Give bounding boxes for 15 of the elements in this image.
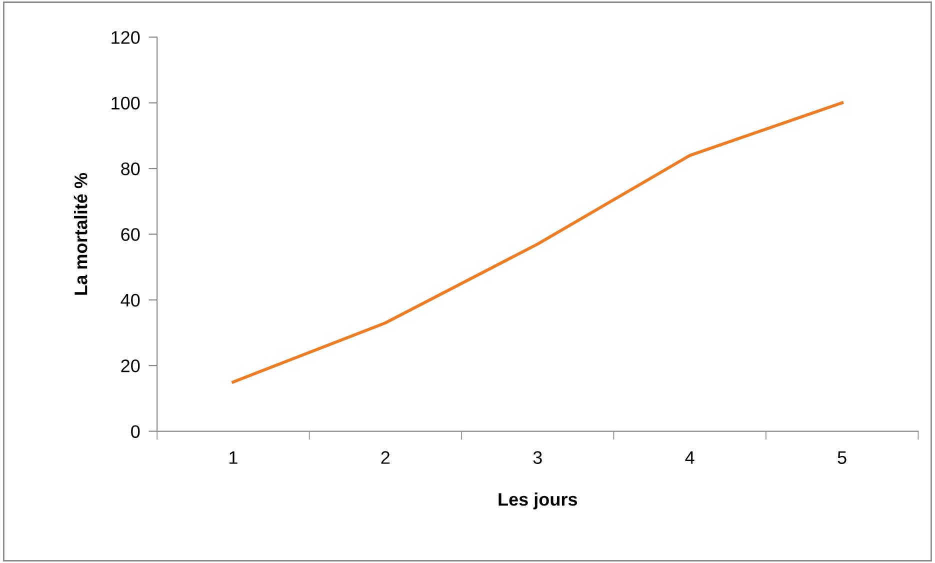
x-axis-title: Les jours bbox=[498, 492, 578, 510]
y-axis-title: La mortalité % bbox=[74, 172, 88, 295]
x-tick-label: 2 bbox=[381, 451, 390, 464]
x-tick-label: 4 bbox=[685, 451, 694, 464]
y-tick-label: 40 bbox=[120, 294, 140, 307]
x-tick-label: 3 bbox=[533, 451, 542, 464]
y-tick-label: 60 bbox=[121, 228, 140, 241]
y-tick-label: 80 bbox=[121, 162, 140, 176]
x-tick-label: 5 bbox=[838, 451, 846, 464]
y-tick-label: 0 bbox=[131, 425, 140, 438]
y-tick-label: 20 bbox=[121, 360, 140, 372]
y-tick-label: 120 bbox=[112, 31, 140, 44]
y-tick-label: 100 bbox=[112, 96, 140, 110]
line-series bbox=[232, 101, 844, 384]
x-tick-label: 1 bbox=[230, 451, 238, 464]
